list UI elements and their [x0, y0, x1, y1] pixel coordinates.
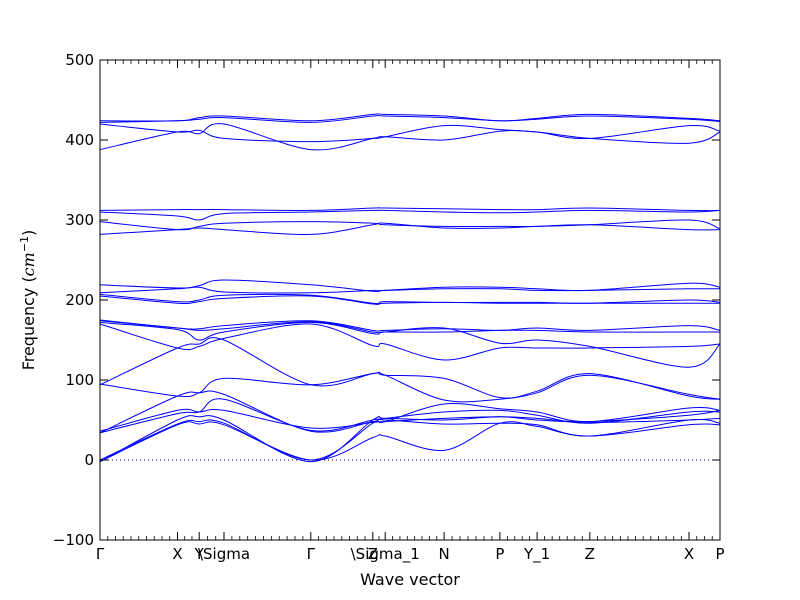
band-line-20: [99, 207, 721, 212]
band-line-11: [99, 320, 720, 334]
y-tick-label: 100: [65, 371, 94, 389]
x-tick-label: N: [438, 545, 449, 563]
y-axis-ticks: −100 0 100 200 300 400 500: [53, 51, 720, 549]
y-axis-label: Frequency (cm−1): [18, 230, 39, 371]
x-tick-label: Y: [194, 545, 205, 563]
band-line-3: [99, 421, 721, 463]
band-series-group: [99, 113, 721, 463]
y-axis-label-prefix: Frequency (: [19, 276, 38, 370]
x-tick-label: Y_1: [523, 545, 550, 564]
band-line-16: [99, 279, 721, 293]
band-line-22: [99, 123, 721, 143]
y-tick-label: 400: [65, 131, 94, 149]
x-tick-label: Z: [585, 545, 595, 563]
band-line-13: [99, 295, 720, 305]
band-line-1: [99, 409, 721, 463]
y-axis-label-exponent: −1: [18, 236, 31, 252]
x-tick-label: X: [172, 545, 182, 563]
y-axis-label-unit: cm: [19, 252, 38, 276]
x-tick-label: \Sigma: [198, 545, 250, 563]
x-tick-label: \Sigma_1: [351, 545, 420, 564]
x-tick-label: X: [684, 545, 694, 563]
band-line-23: [99, 114, 721, 123]
y-tick-label: 500: [65, 51, 94, 69]
minor-x-ticks: [107, 60, 713, 540]
x-tick-label: Γ: [96, 545, 105, 563]
band-line-18: [99, 219, 721, 231]
band-line-14: [99, 293, 721, 304]
band-line-9: [99, 323, 721, 361]
y-tick-label: 0: [84, 451, 94, 469]
band-line-8: [99, 337, 721, 403]
x-tick-label: P: [495, 545, 504, 563]
y-tick-label: −100: [53, 531, 94, 549]
band-line-2: [99, 418, 721, 461]
x-axis-label: Wave vector: [360, 570, 460, 589]
y-tick-label: 200: [65, 291, 94, 309]
band-line-7: [99, 372, 721, 400]
plot-frame: [99, 59, 721, 541]
band-line-24: [99, 113, 721, 122]
y-tick-label: 300: [65, 211, 94, 229]
x-tick-label: Z: [368, 545, 378, 563]
band-line-6: [99, 390, 721, 434]
band-line-12: [99, 319, 721, 332]
x-tick-label: Γ: [307, 545, 316, 563]
x-tick-label: P: [715, 545, 724, 563]
band-line-21: [99, 123, 721, 151]
band-line-17: [99, 222, 721, 235]
x-axis-ticks: Γ X Y\Sigma Γ Z\Sigma_1 N P Y_1 Z X P: [96, 60, 725, 564]
band-line-19: [99, 209, 721, 221]
y-axis-label-suffix: ): [19, 230, 38, 236]
